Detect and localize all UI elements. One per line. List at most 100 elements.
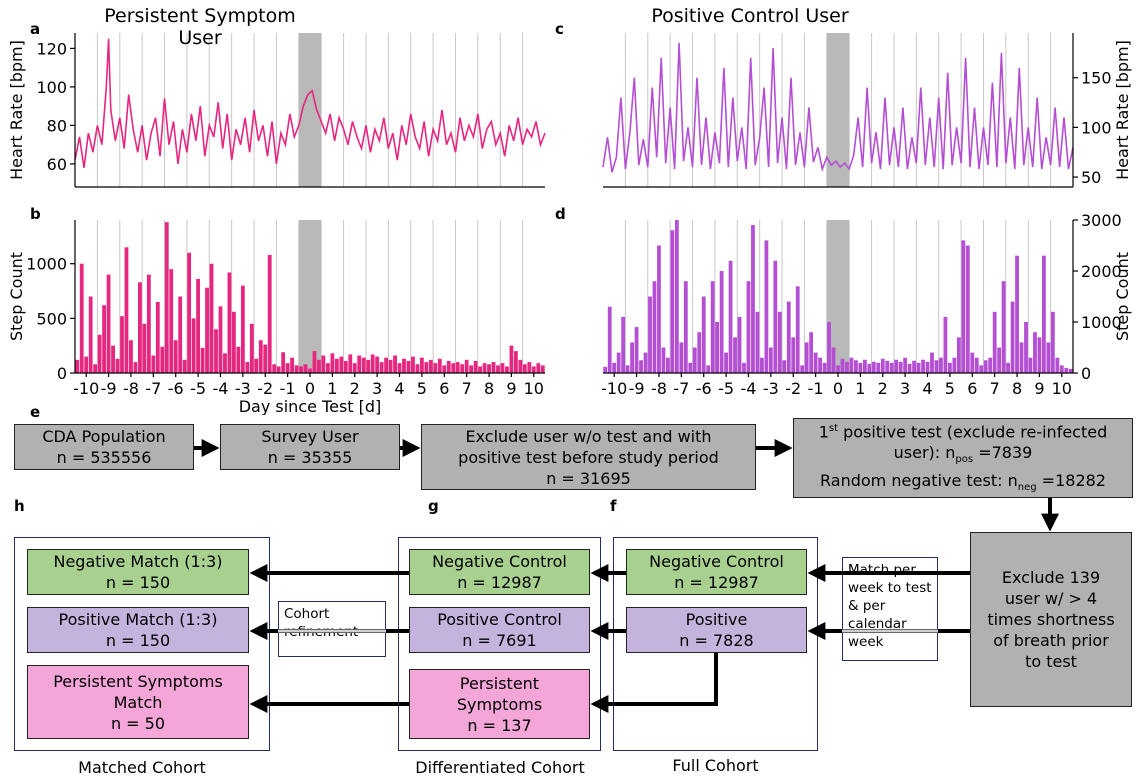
panel-label-f: f <box>610 497 617 515</box>
step-bar <box>1068 368 1073 373</box>
step-bar <box>1055 357 1060 373</box>
step-bar <box>446 360 451 373</box>
step-bar <box>719 271 724 373</box>
step-bar <box>925 361 930 373</box>
step-bar <box>272 364 277 373</box>
step-bar <box>630 342 634 373</box>
step-bar <box>97 334 102 373</box>
x-tick-label: -5 <box>190 379 206 398</box>
x-tick-label: 6 <box>967 379 977 398</box>
diff-positive-control-box: Positive Control n = 7691 <box>409 607 590 653</box>
x-tick-label: -3 <box>763 379 779 398</box>
step-bar <box>997 347 1002 373</box>
step-bar <box>701 296 706 373</box>
first-positive-line1: 1st positive test (exclude re-infected <box>818 421 1108 441</box>
step-bar <box>1059 365 1064 373</box>
step-bar <box>768 347 773 373</box>
step-bar <box>384 357 388 373</box>
step-bar <box>437 358 442 373</box>
panel-label-c: c <box>555 20 564 38</box>
match-note-line: & per <box>848 598 886 614</box>
exclude-user-line1: Exclude user w/o test and with <box>465 426 712 446</box>
persistent-match-n: n = 50 <box>110 713 166 733</box>
step-bar <box>146 274 151 373</box>
step-bar <box>692 347 697 373</box>
y-tick-label: 120 <box>36 39 67 58</box>
exclude-user-n: n = 31695 <box>546 468 631 488</box>
step-bar <box>607 306 612 373</box>
x-tick-label: 3 <box>372 379 382 398</box>
step-bar <box>303 364 308 373</box>
y-tick-label: 0 <box>57 364 67 383</box>
first-positive-line2: user): npos =7839 <box>893 442 1033 466</box>
step-bar <box>84 356 89 373</box>
step-bar <box>1033 332 1037 373</box>
y-axis-title: Heart Rate [bpm] <box>1113 40 1132 180</box>
step-bar <box>1010 301 1015 373</box>
y-tick-label: 60 <box>47 155 67 174</box>
step-bar <box>634 327 639 373</box>
persistent-match-title2: Match <box>113 692 163 712</box>
step-bar <box>106 274 111 373</box>
x-tick-label: 6 <box>439 379 449 398</box>
step-bar <box>415 364 420 373</box>
step-bar <box>943 316 948 373</box>
step-bar <box>674 220 679 373</box>
step-bar <box>934 360 939 373</box>
step-bar <box>737 316 742 373</box>
x-tick-label: 1 <box>327 379 337 398</box>
step-bar <box>178 296 183 373</box>
negative-match-n: n = 150 <box>105 573 171 592</box>
differentiated-cohort-label: Differentiated Cohort <box>415 758 585 777</box>
x-tick-label: -10 <box>601 379 627 398</box>
exclude-139-line: of breath prior <box>993 631 1109 650</box>
y-tick-label: 50 <box>1081 168 1101 187</box>
step-bar <box>348 354 353 373</box>
step-bar <box>1064 367 1069 373</box>
step-bar <box>151 355 156 373</box>
y-tick-label: 1000 <box>26 255 67 274</box>
step-bar <box>1046 342 1051 373</box>
refine-note-line: Cohort <box>284 606 330 622</box>
survey-user-box: Survey User n = 35355 <box>220 424 400 470</box>
exclude-139-line: Exclude 139 <box>1001 568 1101 587</box>
step-bar <box>312 351 317 373</box>
match-note-line: week <box>848 634 884 650</box>
step-bar <box>334 358 339 373</box>
step-bar <box>232 311 236 373</box>
step-bar <box>786 301 791 373</box>
step-bar <box>876 362 881 373</box>
full-positive-n: n = 7828 <box>679 631 754 650</box>
step-bar <box>129 340 133 373</box>
step-bar <box>652 281 657 373</box>
step-bar <box>196 279 200 373</box>
x-tick-label: -1 <box>280 379 296 398</box>
step-bar <box>849 357 854 373</box>
y-axis-title: Step Count <box>7 252 26 341</box>
step-bar <box>478 366 482 373</box>
step-bar <box>482 363 487 373</box>
step-bar <box>536 363 541 373</box>
x-tick-label: 7 <box>462 379 472 398</box>
step-bar <box>388 359 393 373</box>
step-bar <box>487 364 491 373</box>
y-tick-label: 0 <box>1081 364 1091 383</box>
positive-match-title: Positive Match (1:3) <box>58 610 218 629</box>
step-bar <box>473 360 478 373</box>
diff-positive-n: n = 7691 <box>462 631 537 650</box>
x-tick-label: -4 <box>212 379 228 398</box>
panel-label-a: a <box>30 20 41 38</box>
heart-rate-line <box>74 38 546 168</box>
step-bar <box>205 287 209 373</box>
step-bar <box>451 363 456 373</box>
step-bar <box>809 332 814 373</box>
step-bar <box>885 360 890 373</box>
x-tick-label: 0 <box>305 379 315 398</box>
diff-persistent-n: n = 137 <box>467 715 532 735</box>
step-bar <box>276 366 281 373</box>
step-bar <box>321 355 326 373</box>
title-positive-control-user: Positive Control User <box>651 5 849 27</box>
diff-negative-n: n = 12987 <box>457 573 542 592</box>
step-bar <box>1028 357 1033 373</box>
